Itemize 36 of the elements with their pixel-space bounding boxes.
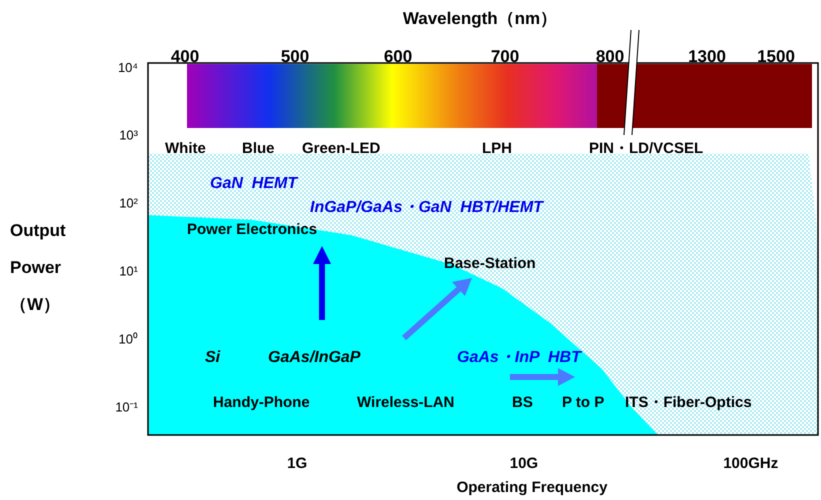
annotation: GaN HEMT [210, 175, 298, 192]
annotation: 400 [170, 47, 200, 66]
x-axis-title: Operating Frequency [456, 479, 608, 496]
annotation: ITS・Fiber-Optics [625, 394, 752, 411]
y-axis-title: Output Power （W） [10, 221, 66, 314]
x-tick-label: 10G [510, 455, 538, 472]
annotation: P to P [562, 394, 604, 411]
annotation: 1500 [757, 47, 795, 66]
annotation: Handy-Phone [213, 394, 310, 411]
annotation: 700 [490, 47, 520, 66]
annotation: LPH [482, 140, 512, 157]
annotation: White [165, 140, 206, 157]
annotation: Green-LED [302, 140, 381, 157]
annotation: 1300 [688, 47, 726, 66]
annotation: Base-Station [444, 255, 536, 272]
annotation: GaAs/InGaP [268, 349, 361, 366]
annotation: Power Electronics [187, 221, 318, 238]
y-tick-label: 10⁴ [118, 60, 138, 75]
annotation: 500 [280, 47, 310, 66]
y-tick-label: 10³ [119, 128, 139, 143]
annotation: InGaP/GaAs・GaN HBT/HEMT [310, 199, 544, 216]
x-tick-label: 100GHz [723, 455, 778, 472]
annotation: Blue [242, 140, 275, 157]
text: Wavelength（nm） [402, 9, 558, 28]
y-tick-label: 10⁻¹ [115, 399, 139, 414]
annotation: 800 [596, 47, 624, 66]
annotation: 600 [384, 47, 412, 66]
annotation: Wireless-LAN [357, 394, 454, 411]
annotation: GaAs・InP HBT [457, 349, 582, 366]
x-tick-label: 1G [287, 455, 308, 472]
y-tick-label: 10⁰ [118, 331, 138, 346]
annotation: Si [205, 349, 221, 366]
annotation: PIN・LD/VCSEL [589, 140, 704, 157]
annotation: BS [512, 394, 533, 411]
y-tick-label: 10¹ [119, 264, 139, 279]
y-tick-label: 10² [119, 196, 139, 211]
